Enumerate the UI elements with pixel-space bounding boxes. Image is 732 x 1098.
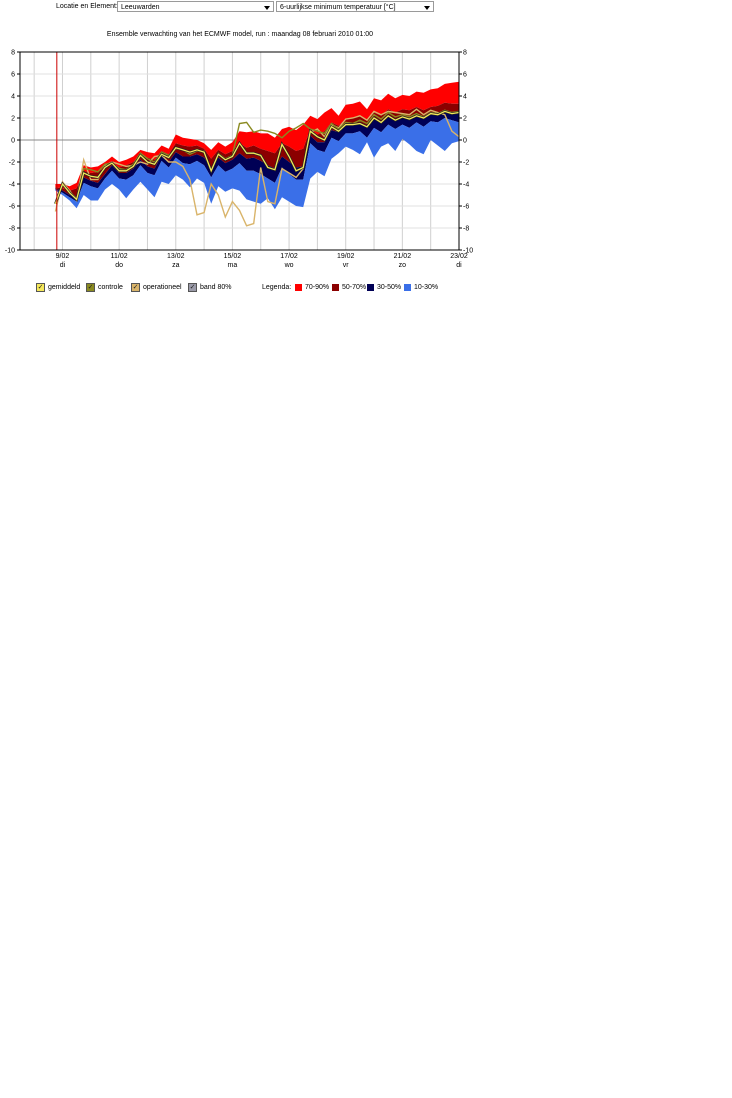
legend-swatch [367,284,374,291]
line-gemiddeld [54,110,460,205]
legend-swatch [404,284,411,291]
location-element-label: Locatie en Element: [56,3,118,10]
x-tick-day: ma [228,262,238,269]
legend-swatch [332,284,339,291]
y-tick-label-right: -4 [463,182,469,189]
legend-title: Legenda: [262,282,291,293]
plot-frame [19,51,460,251]
legend-title-text: Legenda: [262,284,292,291]
x-tick-date: 21/02 [394,253,412,260]
checkbox-checked-icon[interactable]: ✓ [188,283,197,292]
y-tick-label-left: -2 [9,160,15,167]
legend-band-70-90: 70-90% [295,282,329,293]
x-tick-date: 13/02 [167,253,185,260]
y-tick-label-left: -10 [5,248,15,255]
band-10-30 [55,118,460,210]
y-tick-label-left: 8 [11,50,15,57]
element-select-value: 6-uurlijkse minimum temperatuur [°C] [280,4,396,11]
y-tick-label-right: -8 [463,226,469,233]
x-tick-date: 11/02 [111,253,128,260]
y-tick-label-right: -6 [463,204,469,211]
x-tick-day: wo [284,262,294,269]
y-tick-label-right: 2 [463,116,467,123]
y-tick-label-right: 4 [463,94,467,101]
chevron-down-icon [424,6,430,10]
legend-label: 50-70% [342,284,367,291]
legend-swatch [295,284,302,291]
legend-band-30-50: 30-50% [367,282,401,293]
y-tick-label-left: 6 [11,72,15,79]
x-tick-date: 15/02 [224,253,242,260]
location-element-bar: Locatie en Element: Leeuwarden 6-uurlijk… [0,0,732,14]
x-tick-date: 23/02 [450,253,468,260]
chart-title: Ensemble verwachting van het ECMWF model… [106,31,374,38]
band-50-70 [55,102,460,198]
ensemble-chart: 8 8 6 6 4 4 2 2 0 0 -2 -2 -4 -4 -6 -6 -8 -8 -10 -10 9/02 di 11… [5,50,473,270]
y-tick-label-right: 0 [463,138,467,145]
y-tick-label-left: -4 [9,182,15,189]
legend-band-50-70: 50-70% [332,282,366,293]
y-tick-label-left: 0 [11,138,15,145]
x-tick-day: di [456,262,462,269]
chart-legend: ✓ gemiddeld ✓ controle ✓ operationeel ✓ … [0,282,732,296]
line-operationeel [54,108,460,227]
y-tick-label-right: -2 [463,160,469,167]
x-tick-day: di [60,262,66,269]
checkbox-checked-icon[interactable]: ✓ [36,283,45,292]
y-tick-label-right: 8 [463,50,467,57]
chevron-down-icon [264,6,270,10]
band-30-50 [55,110,460,202]
y-tick-label-right: -10 [463,248,473,255]
x-tick-day: zo [399,262,407,269]
x-tick-date: 19/02 [337,253,355,260]
legend-label: 30-50% [377,284,402,291]
y-tick-label-left: 4 [11,94,15,101]
toggle-label: controle [98,284,123,291]
y-tick-label-left: 2 [11,116,15,123]
x-tick-date: 9/02 [56,253,70,260]
y-tick-label-right: 6 [463,72,467,79]
toggle-gemiddeld[interactable]: ✓ gemiddeld [36,282,80,293]
toggle-label: operationeel [143,284,182,291]
legend-label: 10-30% [414,284,439,291]
toggle-label: band 80% [200,284,232,291]
element-select[interactable]: 6-uurlijkse minimum temperatuur [°C] [276,1,434,12]
x-tick-day: za [172,262,180,269]
y-tick-label-left: -8 [9,226,15,233]
checkbox-checked-icon[interactable]: ✓ [86,283,95,292]
x-tick-date: 17/02 [280,253,298,260]
toggle-label: gemiddeld [48,284,81,291]
band-70-90 [55,81,460,191]
toggle-band-80[interactable]: ✓ band 80% [188,282,232,293]
line-controle [54,109,460,203]
x-tick-day: do [115,262,123,269]
legend-label: 70-90% [305,284,330,291]
legend-band-10-30: 10-30% [404,282,438,293]
toggle-operationeel[interactable]: ✓ operationeel [131,282,182,293]
location-select[interactable]: Leeuwarden [117,1,274,12]
location-select-value: Leeuwarden [121,4,160,11]
checkbox-checked-icon[interactable]: ✓ [131,283,140,292]
toggle-controle[interactable]: ✓ controle [86,282,123,293]
y-tick-label-left: -6 [9,204,15,211]
x-tick-day: vr [343,262,350,269]
